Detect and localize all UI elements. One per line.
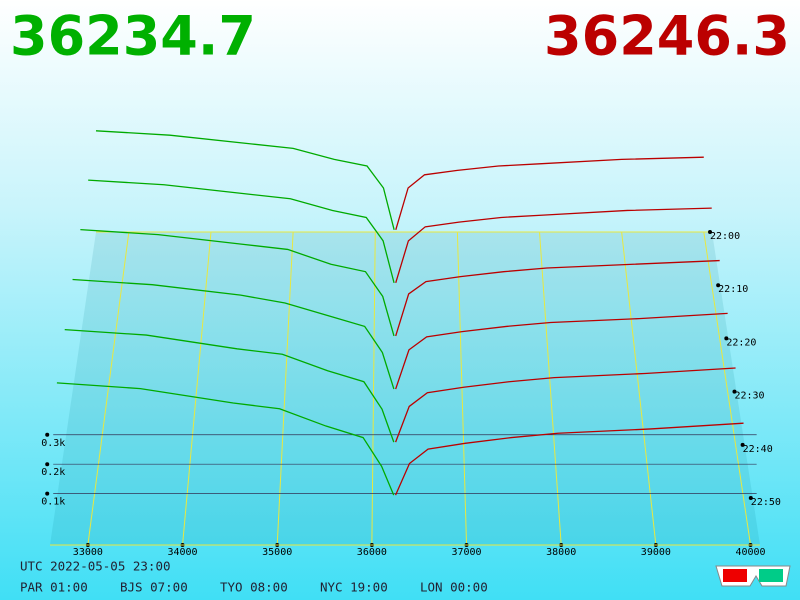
price-tick-label: 37000	[451, 547, 481, 558]
floor	[50, 232, 760, 545]
depth-tick-label: 0.3k	[41, 438, 65, 449]
time-tick	[708, 230, 712, 234]
time-tick-label: 22:10	[718, 284, 748, 295]
price-grid-line	[182, 231, 212, 546]
asks-depth-line	[395, 259, 720, 337]
price-grid-line	[87, 231, 130, 546]
time-tick-label: 22:00	[710, 231, 740, 242]
ask-price: 36246.3	[544, 5, 790, 68]
time-tick	[740, 442, 745, 447]
price-tick-label: 36000	[357, 547, 387, 558]
price-grid-line	[456, 231, 468, 546]
time-tick-label: 22:30	[734, 391, 764, 402]
price-grid-line	[703, 231, 752, 546]
city-clock: TYO 08:00	[220, 580, 288, 595]
price-tick-label: 40000	[735, 547, 765, 558]
bids-depth-line	[88, 179, 395, 284]
bids-depth-line	[80, 229, 395, 337]
red-lens	[723, 569, 747, 582]
price-tick-label: 33000	[73, 547, 103, 558]
time-tick	[716, 283, 721, 288]
bids-depth-line	[56, 382, 395, 496]
time-tick-label: 22:50	[751, 497, 781, 508]
asks-depth-line	[394, 422, 744, 496]
depth-tick-label: 0.2k	[41, 467, 65, 478]
city-clock: BJS 07:00	[120, 580, 188, 595]
price-grid-line	[276, 231, 294, 546]
depth-tick	[45, 491, 50, 496]
city-clock: PAR 01:00	[20, 580, 88, 595]
time-tick-label: 22:20	[726, 337, 756, 348]
time-tick	[732, 389, 737, 394]
bids-depth-line	[72, 278, 395, 390]
green-lens	[759, 569, 783, 582]
asks-depth-line	[395, 312, 728, 390]
price-tick-label: 39000	[641, 547, 671, 558]
city-clock: LON 00:00	[420, 580, 488, 595]
plot: 33000 34000 35000 36000 37000 38000 39000 40000…	[41, 130, 781, 558]
city-clock: NYC 19:00	[320, 580, 388, 595]
time-tick	[748, 496, 753, 501]
time-tick	[724, 336, 729, 341]
bids-depth-line	[64, 328, 395, 443]
price-grid-line	[539, 231, 562, 546]
asks-depth-line	[395, 367, 736, 443]
depth-tick-label: 0.1k	[41, 497, 65, 508]
asks-depth-line	[395, 207, 712, 284]
bid-price: 36234.7	[10, 5, 256, 68]
utc-time: UTC 2022-05-05 23:00	[20, 559, 171, 574]
bids-depth-line	[95, 130, 395, 230]
price-tick-label: 38000	[546, 547, 576, 558]
depth-tick	[45, 432, 50, 437]
glasses-icon	[715, 565, 791, 587]
price-tick-label: 34000	[167, 547, 197, 558]
price-tick-label: 35000	[262, 547, 292, 558]
price-grid-line	[621, 231, 657, 546]
asks-depth-line	[395, 156, 704, 230]
time-tick-label: 22:40	[743, 444, 773, 455]
depth-tick	[45, 462, 50, 467]
